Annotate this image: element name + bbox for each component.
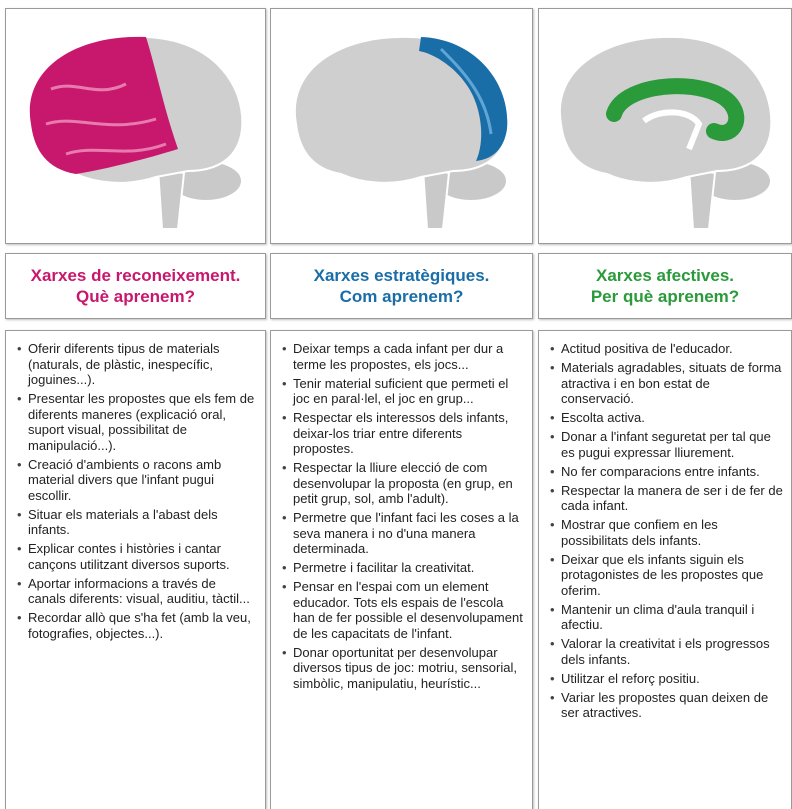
bullet-item: No fer comparacions entre infants. bbox=[550, 464, 783, 480]
bullet-item: Recordar allò que s'ha fet (amb la veu, … bbox=[17, 610, 257, 641]
bullet-item: Respectar els interessos dels infants, d… bbox=[282, 410, 524, 457]
bullet-item: Donar oportunitat per desenvolupar diver… bbox=[282, 645, 524, 692]
bullet-item: Creació d'ambients o racons amb material… bbox=[17, 457, 257, 504]
heading-question: Per què aprenem? bbox=[590, 287, 740, 306]
bullet-panel: Deixar temps a cada infant per dur a ter… bbox=[270, 330, 533, 809]
heading-title: Xarxes estratègiques. bbox=[313, 266, 490, 285]
bullet-item: Deixar temps a cada infant per dur a ter… bbox=[282, 341, 524, 372]
bullet-item: Variar les propostes quan deixen de ser … bbox=[550, 690, 783, 721]
heading-question: Què aprenem? bbox=[75, 287, 196, 306]
column-heading: Xarxes afectives. Per què aprenem? bbox=[538, 253, 792, 319]
bullet-item: Situar els materials a l'abast dels infa… bbox=[17, 507, 257, 538]
bullet-item: Mostrar que confiem en les possibilitats… bbox=[550, 517, 783, 548]
heading-title: Xarxes afectives. bbox=[596, 266, 734, 285]
bullet-list: Deixar temps a cada infant per dur a ter… bbox=[279, 341, 524, 691]
bullet-item: Respectar la manera de ser i de fer de c… bbox=[550, 483, 783, 514]
bullet-item: Tenir material suficient que permeti el … bbox=[282, 376, 524, 407]
bullet-item: Materials agradables, situats de forma a… bbox=[550, 360, 783, 407]
bullet-item: Valorar la creativitat i els progressos … bbox=[550, 636, 783, 667]
brain-panel bbox=[5, 8, 266, 244]
column-heading: Xarxes estratègiques. Com aprenem? bbox=[270, 253, 533, 319]
bullet-list: Actitud positiva de l'educador. Materials… bbox=[547, 341, 783, 721]
bullet-item: Explicar contes i històries i cantar can… bbox=[17, 541, 257, 572]
bullet-item: Presentar les propostes que els fem de d… bbox=[17, 391, 257, 453]
bullet-item: Escolta activa. bbox=[550, 410, 783, 426]
bullet-item: Donar a l'infant seguretat per tal que e… bbox=[550, 429, 783, 460]
brain-illustration bbox=[558, 35, 773, 230]
bullet-panel: Actitud positiva de l'educador. Materials… bbox=[538, 330, 792, 809]
bullet-item: Pensar en l'espai com un element educado… bbox=[282, 579, 524, 641]
bullet-panel: Oferir diferents tipus de materials (nat… bbox=[5, 330, 266, 809]
heading-title: Xarxes de reconeixement. bbox=[30, 266, 241, 285]
bullet-item: Mantenir un clima d'aula tranquil i afec… bbox=[550, 602, 783, 633]
heading-question: Com aprenem? bbox=[339, 287, 464, 306]
brain-illustration bbox=[293, 35, 509, 230]
bullet-item: Actitud positiva de l'educador. bbox=[550, 341, 783, 357]
brain-illustration bbox=[28, 35, 244, 230]
bullet-list: Oferir diferents tipus de materials (nat… bbox=[14, 341, 257, 641]
brain-panel bbox=[270, 8, 533, 244]
bullet-item: Permetre que l'infant faci les coses a l… bbox=[282, 510, 524, 557]
bullet-item: Oferir diferents tipus de materials (nat… bbox=[17, 341, 257, 388]
bullet-item: Deixar que els infants siguin els protag… bbox=[550, 552, 783, 599]
column-heading: Xarxes de reconeixement. Què aprenem? bbox=[5, 253, 266, 319]
bullet-item: Aportar informacions a través de canals … bbox=[17, 576, 257, 607]
bullet-item: Permetre i facilitar la creativitat. bbox=[282, 560, 524, 576]
bullet-item: Utilitzar el reforç positiu. bbox=[550, 671, 783, 687]
bullet-item: Respectar la lliure elecció de com desen… bbox=[282, 460, 524, 507]
brain-panel bbox=[538, 8, 792, 244]
